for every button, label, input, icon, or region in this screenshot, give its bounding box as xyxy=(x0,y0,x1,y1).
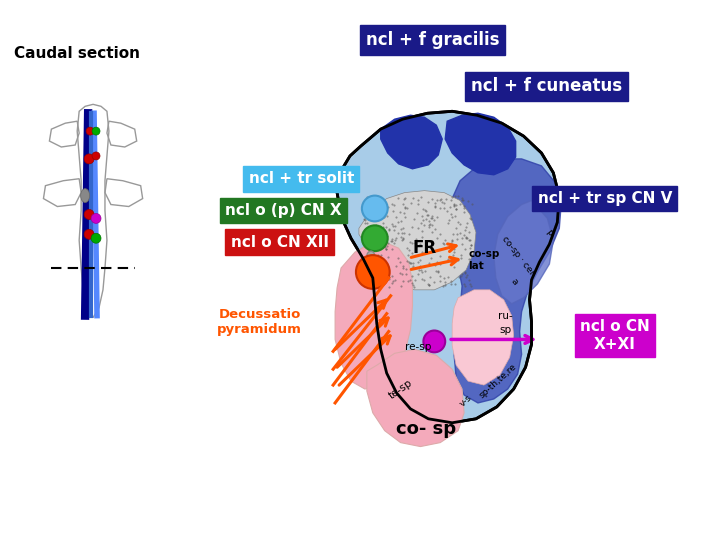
Ellipse shape xyxy=(81,188,89,202)
Text: re-sp: re-sp xyxy=(405,342,431,353)
Text: co-sp: co-sp xyxy=(468,249,500,259)
Polygon shape xyxy=(359,191,476,290)
Text: sp: sp xyxy=(500,325,512,334)
Circle shape xyxy=(362,225,387,251)
Text: co- sp: co- sp xyxy=(396,420,456,438)
Polygon shape xyxy=(367,349,464,447)
Circle shape xyxy=(84,230,94,239)
Circle shape xyxy=(92,127,100,135)
Text: ru-: ru- xyxy=(498,310,513,321)
Ellipse shape xyxy=(367,251,375,261)
Circle shape xyxy=(86,127,94,135)
Text: Caudal section: Caudal section xyxy=(14,46,140,61)
Text: ncl + f cuneatus: ncl + f cuneatus xyxy=(471,77,622,96)
Text: ncl o (p) CN X: ncl o (p) CN X xyxy=(225,203,342,218)
Text: ncl + tr sp CN V: ncl + tr sp CN V xyxy=(538,191,672,206)
Text: ncl + tr solit: ncl + tr solit xyxy=(248,171,354,186)
Text: ncl o CN XII: ncl o CN XII xyxy=(230,235,328,249)
Circle shape xyxy=(92,152,100,160)
Polygon shape xyxy=(452,290,513,385)
Text: co-sp · cer: co-sp · cer xyxy=(500,235,536,278)
Polygon shape xyxy=(445,113,516,175)
Polygon shape xyxy=(381,115,442,169)
Circle shape xyxy=(423,330,445,352)
Text: ncl + f gracilis: ncl + f gracilis xyxy=(366,31,499,49)
Circle shape xyxy=(91,233,101,243)
Circle shape xyxy=(356,255,390,289)
Polygon shape xyxy=(494,200,554,303)
Text: lat: lat xyxy=(468,261,484,271)
Text: sp-th,te,re: sp-th,te,re xyxy=(477,362,518,400)
Polygon shape xyxy=(337,111,559,423)
Circle shape xyxy=(362,195,387,221)
Circle shape xyxy=(84,210,94,219)
Text: Decussatio
pyramidum: Decussatio pyramidum xyxy=(217,308,302,335)
Circle shape xyxy=(91,213,101,224)
Text: a: a xyxy=(508,277,519,287)
Text: FR: FR xyxy=(413,239,436,257)
Polygon shape xyxy=(448,159,562,403)
Polygon shape xyxy=(335,242,413,389)
Text: v-s: v-s xyxy=(458,393,474,409)
Circle shape xyxy=(84,154,94,164)
Text: ncl o CN
X+XI: ncl o CN X+XI xyxy=(580,319,649,352)
Text: p: p xyxy=(544,227,554,238)
Text: te-sp: te-sp xyxy=(387,377,414,401)
